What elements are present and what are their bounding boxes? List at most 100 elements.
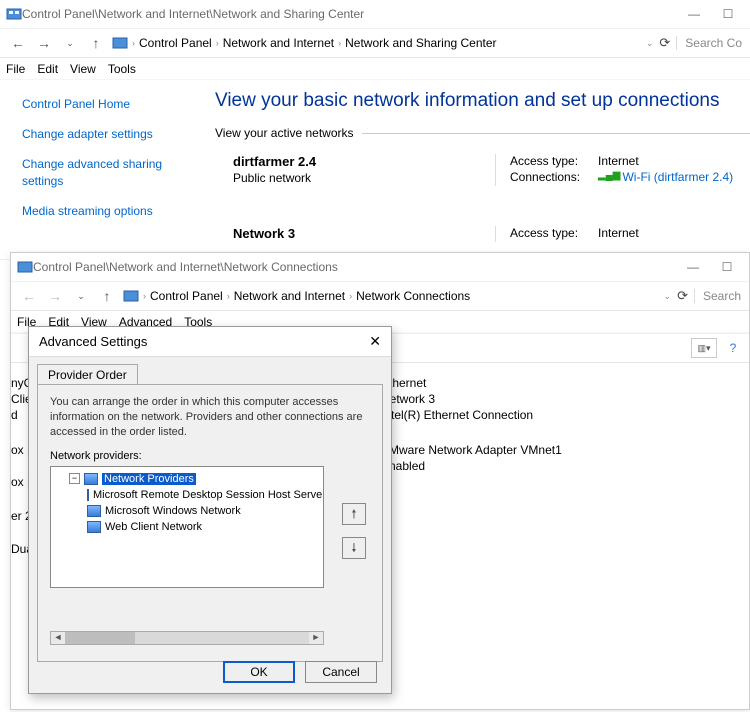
- network-type: Public network: [233, 171, 495, 185]
- minimize-button[interactable]: —: [688, 7, 700, 21]
- titlebar: Control Panel\Network and Internet\Netwo…: [11, 253, 749, 281]
- access-type-label: Access type:: [510, 226, 598, 240]
- breadcrumb-item[interactable]: Control Panel: [150, 289, 223, 303]
- maximize-button[interactable]: ☐: [721, 260, 733, 274]
- control-panel-icon: [123, 288, 139, 304]
- breadcrumb[interactable]: › Control Panel › Network and Internet ›…: [112, 35, 640, 51]
- help-button[interactable]: ?: [725, 341, 741, 355]
- collapse-icon[interactable]: −: [69, 473, 80, 484]
- sidebar-adapter[interactable]: Change adapter settings: [22, 126, 191, 142]
- chevron-right-icon: ›: [143, 291, 146, 301]
- breadcrumb[interactable]: › Control Panel › Network and Internet ›…: [123, 288, 658, 304]
- connection-link[interactable]: Wi-Fi (dirtfarmer 2.4): [622, 170, 733, 184]
- sidebar-home[interactable]: Control Panel Home: [22, 96, 191, 112]
- chevron-right-icon: ›: [216, 38, 219, 48]
- recent-dropdown-icon[interactable]: ⌄: [71, 291, 91, 302]
- back-button[interactable]: ←: [19, 288, 39, 304]
- control-panel-icon: [6, 6, 22, 22]
- search-input[interactable]: Search Co: [676, 36, 742, 50]
- provider-group-icon: [84, 473, 98, 485]
- breadcrumb-item[interactable]: Network and Internet: [223, 36, 334, 50]
- menubar: File Edit View Tools: [0, 58, 750, 80]
- up-button[interactable]: ↑: [86, 35, 106, 51]
- window-network-sharing-center: Control Panel\Network and Internet\Netwo…: [0, 0, 750, 260]
- breadcrumb-item[interactable]: Network and Sharing Center: [345, 36, 496, 50]
- minimize-button[interactable]: —: [687, 260, 699, 274]
- tree-item[interactable]: Web Client Network: [55, 519, 319, 535]
- search-input[interactable]: Search: [694, 289, 741, 303]
- tree-item[interactable]: Microsoft Remote Desktop Session Host Se…: [55, 487, 319, 503]
- control-panel-icon: [17, 259, 33, 275]
- view-options-button[interactable]: ▥▾: [691, 338, 717, 358]
- tree-item[interactable]: Microsoft Windows Network: [55, 503, 319, 519]
- navbar: ← → ⌄ ↑ › Control Panel › Network and In…: [0, 28, 750, 58]
- dialog-title: Advanced Settings: [39, 334, 147, 349]
- access-type-value: Internet: [598, 154, 639, 168]
- provider-icon: [87, 489, 89, 501]
- chevron-right-icon: ›: [338, 38, 341, 48]
- sidebar-media[interactable]: Media streaming options: [22, 203, 191, 219]
- connection-name: VMware Network Adapter VMnet1: [381, 442, 562, 458]
- maximize-button[interactable]: ☐: [722, 7, 734, 21]
- back-button[interactable]: ←: [8, 35, 28, 51]
- navbar: ← → ⌄ ↑ › Control Panel › Network and In…: [11, 281, 749, 311]
- page-heading: View your basic network information and …: [215, 90, 750, 112]
- connections-label: Connections:: [510, 170, 598, 184]
- breadcrumb-item[interactable]: Control Panel: [139, 36, 212, 50]
- connection-network: Enabled: [381, 458, 562, 474]
- chevron-down-icon[interactable]: ⌄: [664, 291, 672, 302]
- menu-edit[interactable]: Edit: [35, 62, 60, 76]
- provider-tree[interactable]: − Network Providers Microsoft Remote Des…: [50, 466, 324, 588]
- move-down-button[interactable]: 🠗: [342, 537, 366, 559]
- menu-tools[interactable]: Tools: [106, 62, 138, 76]
- network-name: dirtfarmer 2.4: [233, 154, 495, 169]
- move-up-button[interactable]: 🠕: [342, 503, 366, 525]
- provider-label: Microsoft Windows Network: [105, 505, 241, 517]
- refresh-button[interactable]: ⟳: [659, 35, 670, 51]
- provider-icon: [87, 505, 101, 517]
- tab-provider-order[interactable]: Provider Order: [37, 364, 138, 385]
- connection-network: Network 3: [381, 391, 533, 407]
- menu-file[interactable]: File: [4, 62, 27, 76]
- up-button[interactable]: ↑: [97, 288, 117, 304]
- ok-button[interactable]: OK: [223, 661, 295, 683]
- sidebar-advanced-sharing[interactable]: Change advanced sharing settings: [22, 156, 191, 188]
- access-type-value: Internet: [598, 226, 639, 240]
- horizontal-scrollbar[interactable]: ◄ ►: [50, 631, 324, 645]
- main-content: View your basic network information and …: [205, 80, 750, 242]
- chevron-right-icon: ›: [227, 291, 230, 301]
- reorder-buttons: 🠕 🠗: [342, 503, 366, 559]
- forward-button[interactable]: →: [45, 288, 65, 304]
- breadcrumb-item[interactable]: Network Connections: [356, 289, 470, 303]
- scroll-thumb[interactable]: [65, 632, 135, 644]
- sidebar: Control Panel Home Change adapter settin…: [0, 80, 205, 242]
- connection-device: Intel(R) Ethernet Connection: [381, 407, 533, 423]
- breadcrumb-item[interactable]: Network and Internet: [234, 289, 345, 303]
- dialog-buttons: OK Cancel: [223, 661, 377, 683]
- forward-button[interactable]: →: [34, 35, 54, 51]
- menu-view[interactable]: View: [68, 62, 98, 76]
- tree-root-label: Network Providers: [102, 473, 196, 485]
- connection-name: Ethernet: [381, 375, 533, 391]
- window-title: Control Panel\Network and Internet\Netwo…: [33, 260, 338, 274]
- scroll-right-button[interactable]: ►: [309, 632, 323, 644]
- tab-panel: You can arrange the order in which this …: [37, 384, 383, 662]
- refresh-button[interactable]: ⟳: [677, 288, 688, 304]
- network-name: Network 3: [233, 226, 495, 241]
- window-title: Control Panel\Network and Internet\Netwo…: [22, 7, 364, 21]
- provider-icon: [87, 521, 101, 533]
- dialog-titlebar: Advanced Settings ✕: [29, 327, 391, 357]
- provider-label: Web Client Network: [105, 521, 202, 533]
- scroll-track[interactable]: [65, 632, 309, 644]
- access-type-label: Access type:: [510, 154, 598, 168]
- dialog-description: You can arrange the order in which this …: [50, 395, 370, 440]
- window-controls: — ☐: [688, 7, 744, 21]
- chevron-down-icon[interactable]: ⌄: [646, 38, 654, 49]
- scroll-left-button[interactable]: ◄: [51, 632, 65, 644]
- section-header: View your active networks: [215, 126, 750, 140]
- cancel-button[interactable]: Cancel: [305, 661, 377, 683]
- recent-dropdown-icon[interactable]: ⌄: [60, 38, 80, 49]
- tree-root[interactable]: − Network Providers: [55, 471, 319, 487]
- close-button[interactable]: ✕: [369, 333, 381, 350]
- section-label: View your active networks: [215, 126, 354, 140]
